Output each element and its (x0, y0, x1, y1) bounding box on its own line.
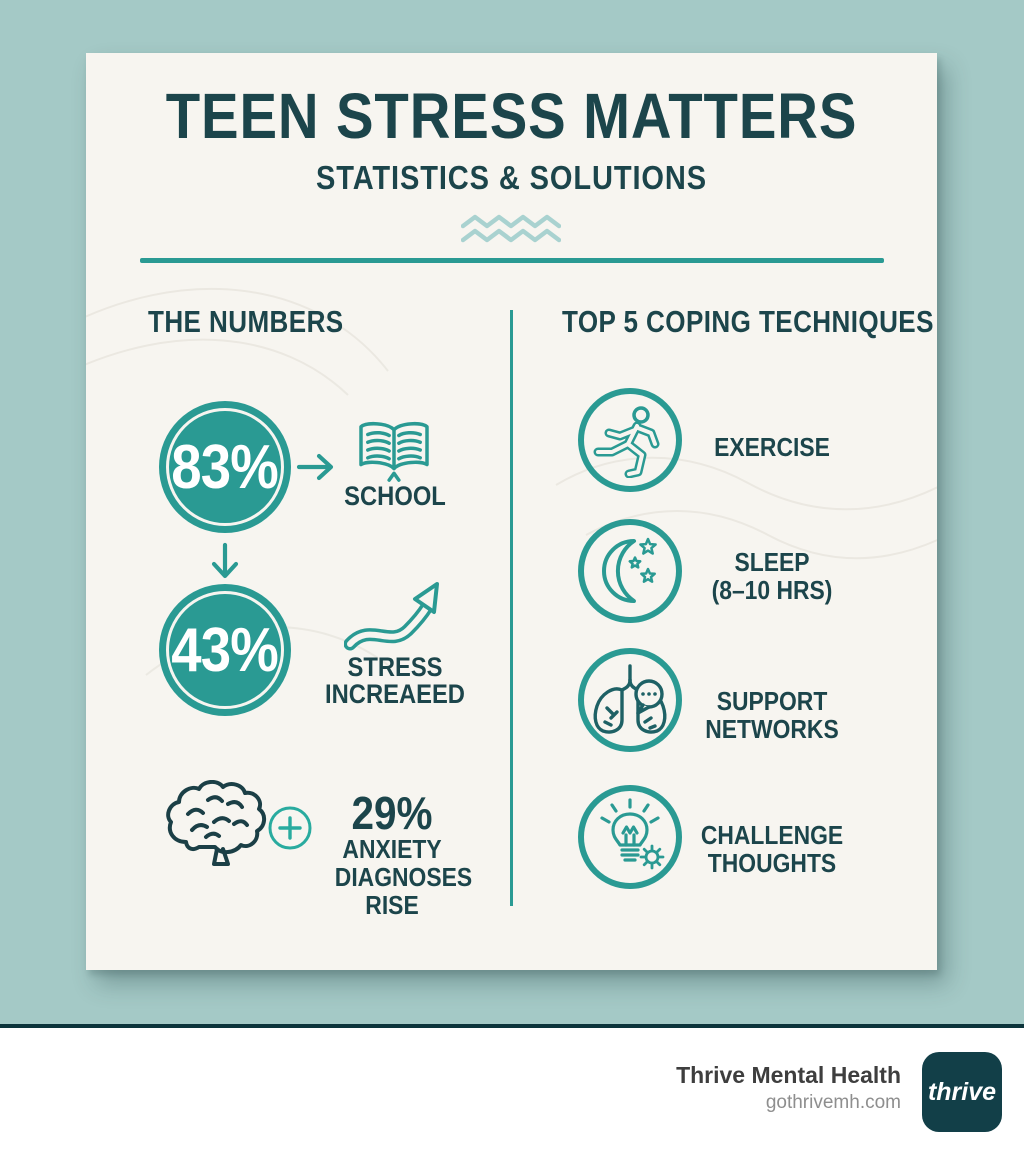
footer-text-block: Thrive Mental Health gothrivemh.com (676, 1062, 901, 1115)
double-wave-icon (461, 214, 561, 243)
coping-item-support-ring (578, 648, 682, 752)
stat-43-label: STRESS INCREAEED (325, 652, 465, 709)
stat-83-value: 83% (171, 432, 279, 502)
coping-item-label: SLEEP (8–10 HRS) (711, 547, 833, 605)
rising-curve-arrow-icon (344, 582, 439, 651)
right-arrow-icon (296, 453, 334, 481)
header-divider (140, 258, 884, 263)
coping-item-challenge-ring (578, 785, 682, 889)
coping-item-label: EXERCISE (714, 432, 830, 462)
thrive-logo: thrive (922, 1052, 1002, 1132)
coping-item-label: CHALLENGE THOUGHTS (700, 820, 844, 878)
coping-item-label: SUPPORT NETWORKS (705, 686, 839, 744)
brain-icon (166, 780, 266, 866)
stat-29-label: ANXIETY DIAGNOSES RISE (334, 834, 473, 920)
coping-item-exercise-ring (578, 388, 682, 492)
open-book-icon (359, 421, 429, 482)
bulb-gear-icon (600, 798, 665, 870)
moon-stars-icon (602, 537, 657, 603)
stat-29-value: 29% (351, 787, 433, 839)
brand-name: Thrive Mental Health (676, 1062, 901, 1088)
footer-bar (0, 1028, 1024, 1154)
page-title: TEEN STRESS MATTERS (165, 80, 858, 152)
page-subtitle: STATISTICS & SOLUTIONS (316, 159, 707, 196)
lungs-speech-icon (593, 664, 667, 734)
down-arrow-icon (211, 542, 239, 579)
brand-website: gothrivemh.com (765, 1092, 901, 1113)
coping-item-sleep-ring (578, 519, 682, 623)
column-divider (510, 310, 513, 906)
numbers-heading: THE NUMBERS (148, 304, 344, 339)
runner-icon (593, 406, 660, 478)
stat-43-circle: 43% (159, 584, 291, 716)
footer-divider (0, 1024, 1024, 1028)
coping-heading: TOP 5 COPING TECHNIQUES (562, 304, 934, 339)
plus-circle-icon (268, 806, 312, 850)
stat-83-circle: 83% (159, 401, 291, 533)
thrive-logo-text: thrive (927, 1077, 997, 1106)
stat-43-value: 43% (171, 615, 279, 685)
stat-83-label: SCHOOL (344, 481, 446, 511)
infographic-card: TEEN STRESS MATTERS STATISTICS & SOLUTIO… (86, 53, 937, 970)
